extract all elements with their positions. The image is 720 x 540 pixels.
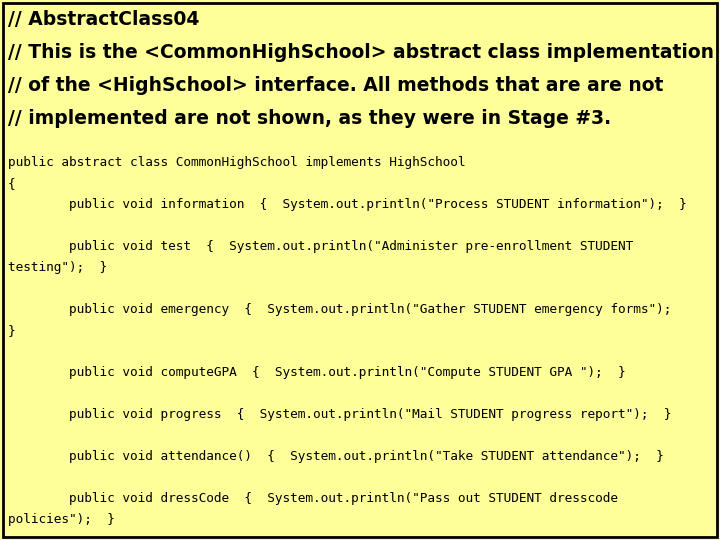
Text: public void progress  {  System.out.println("Mail STUDENT progress report");  }: public void progress { System.out.printl… (8, 408, 671, 421)
Text: {: { (8, 177, 16, 190)
Text: testing");  }: testing"); } (8, 261, 107, 274)
Text: public void dressCode  {  System.out.println("Pass out STUDENT dresscode: public void dressCode { System.out.print… (8, 492, 618, 505)
Text: public void information  {  System.out.println("Process STUDENT information");  : public void information { System.out.pri… (8, 198, 687, 211)
Text: public void computeGPA  {  System.out.println("Compute STUDENT GPA ");  }: public void computeGPA { System.out.prin… (8, 366, 626, 379)
Text: public abstract class CommonHighSchool implements HighSchool: public abstract class CommonHighSchool i… (8, 156, 466, 169)
Text: // AbstractClass04: // AbstractClass04 (8, 10, 199, 29)
Text: public void emergency  {  System.out.println("Gather STUDENT emergency forms");: public void emergency { System.out.print… (8, 303, 671, 316)
Text: // of the <HighSchool> interface. All methods that are are not: // of the <HighSchool> interface. All me… (8, 76, 663, 95)
Text: policies");  }: policies"); } (8, 513, 114, 526)
Text: // This is the <CommonHighSchool> abstract class implementation: // This is the <CommonHighSchool> abstra… (8, 43, 714, 62)
Text: public void test  {  System.out.println("Administer pre-enrollment STUDENT: public void test { System.out.println("A… (8, 240, 634, 253)
Text: // implemented are not shown, as they were in Stage #3.: // implemented are not shown, as they we… (8, 109, 611, 128)
Text: public void attendance()  {  System.out.println("Take STUDENT attendance");  }: public void attendance() { System.out.pr… (8, 450, 664, 463)
Text: }: } (8, 324, 16, 337)
